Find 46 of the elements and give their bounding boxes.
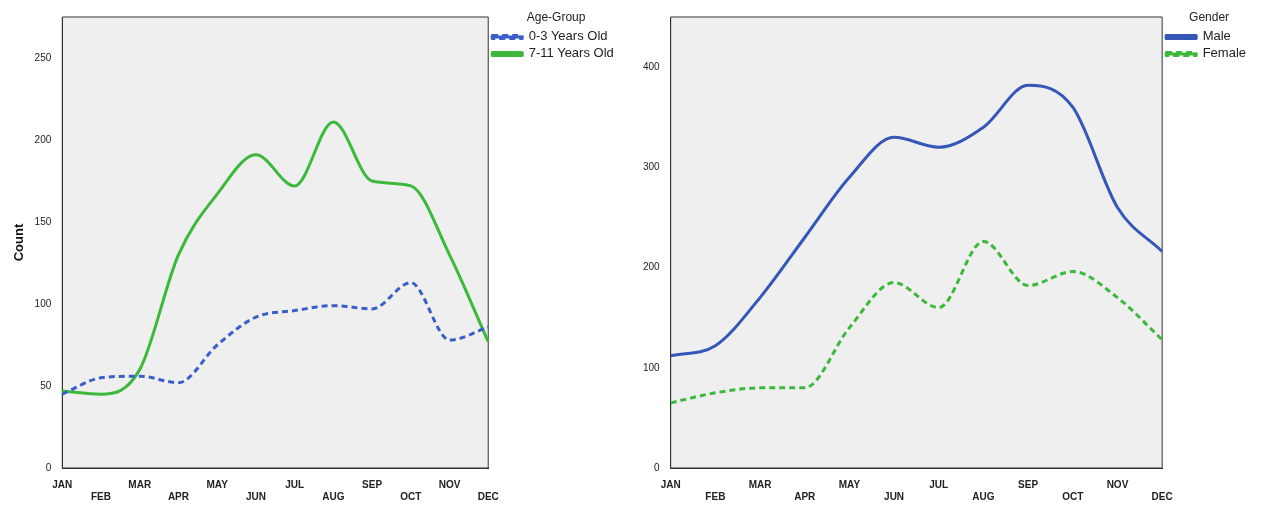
- x-tick-label: SEP: [1018, 478, 1039, 490]
- line-series: [669, 240, 1164, 405]
- line-series: [60, 120, 490, 396]
- y-tick-label: 100: [34, 297, 52, 309]
- legend-label: Female: [1202, 45, 1247, 61]
- legend-label: 7-11 Years Old: [528, 45, 614, 61]
- x-tick-label: JUL: [929, 478, 949, 490]
- y-axis-title: Count: [11, 223, 27, 262]
- x-tick-label: JAN: [52, 478, 73, 490]
- y-tick-label: 200: [34, 133, 52, 145]
- x-tick-label: MAY: [206, 478, 229, 490]
- x-tick-label: OCT: [400, 490, 422, 502]
- x-tick-label: FEB: [705, 490, 726, 502]
- y-tick-label: 250: [34, 51, 52, 63]
- x-tick-label: DEC: [477, 490, 499, 502]
- x-tick-label: NOV: [1106, 478, 1129, 490]
- legend-title: Gender: [1189, 10, 1230, 25]
- x-tick-label: APR: [167, 490, 190, 502]
- y-tick-label: 50: [40, 379, 52, 391]
- x-tick-label: DEC: [1151, 490, 1173, 502]
- legend-title: Age-Group: [526, 10, 586, 25]
- x-tick-label: AUG: [972, 490, 995, 502]
- legend-label: Male: [1202, 28, 1231, 44]
- x-tick-label: MAR: [128, 478, 152, 490]
- x-tick-label: JUL: [285, 478, 305, 490]
- x-tick-label: MAR: [748, 478, 773, 490]
- x-tick-label: JAN: [660, 478, 681, 490]
- y-tick-label: 100: [643, 361, 661, 373]
- y-tick-label: 150: [34, 215, 52, 227]
- x-tick-label: SEP: [362, 478, 383, 490]
- x-tick-label: FEB: [91, 490, 112, 502]
- y-tick-label: 200: [643, 261, 661, 273]
- x-tick-label: MAY: [838, 478, 861, 490]
- line-series: [669, 83, 1164, 358]
- y-tick-label: 400: [643, 60, 661, 72]
- x-tick-label: APR: [794, 490, 817, 502]
- x-tick-label: OCT: [1062, 490, 1084, 502]
- x-tick-label: JUN: [884, 490, 905, 502]
- y-tick-label: 300: [643, 161, 661, 173]
- legend-label: 0-3 Years Old: [528, 28, 608, 44]
- x-tick-label: JUN: [245, 490, 266, 502]
- y-tick-label: 0: [45, 461, 52, 473]
- y-tick-label: 0: [654, 461, 661, 473]
- x-tick-label: AUG: [322, 490, 345, 502]
- x-tick-label: NOV: [438, 478, 461, 490]
- line-series: [60, 281, 490, 396]
